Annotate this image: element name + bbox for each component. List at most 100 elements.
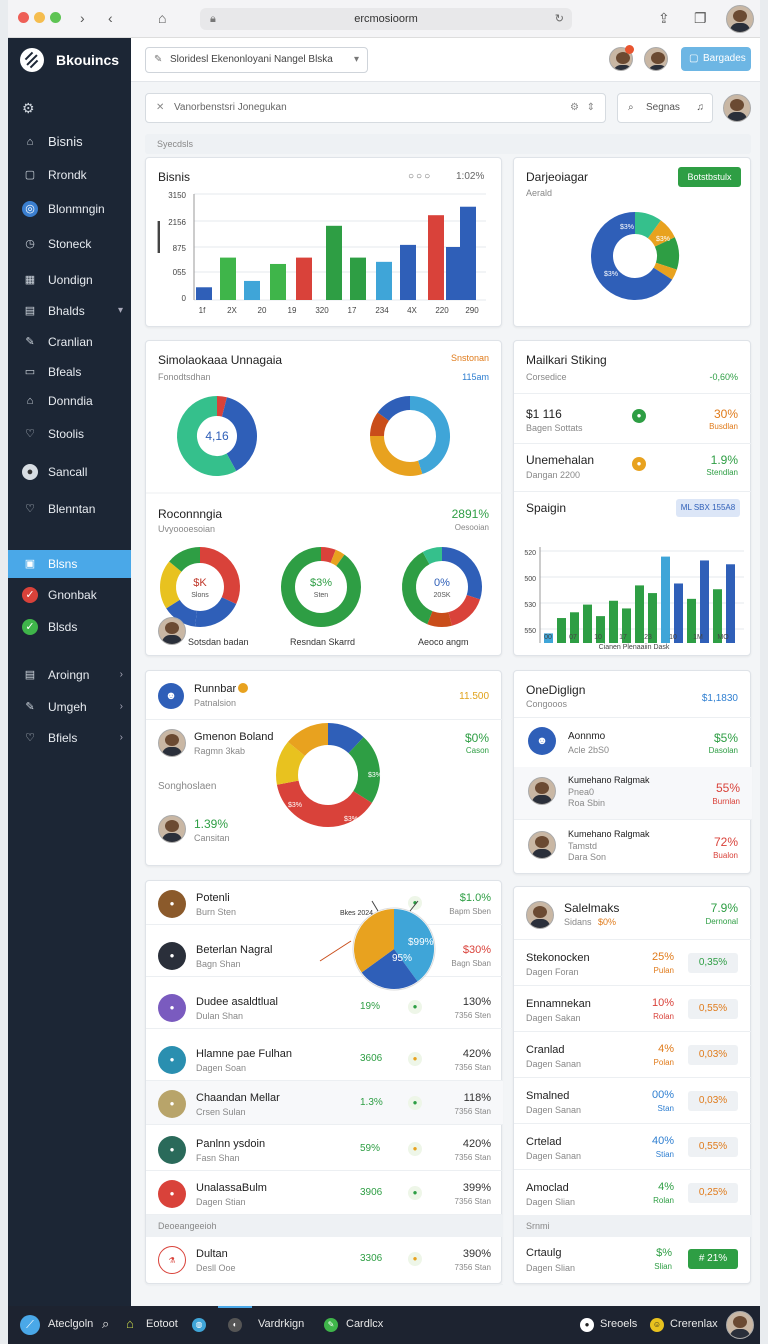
primary-action-button[interactable]: ▢ Bargades [681,47,751,71]
list-item[interactable]: Ennamnekan Dagen Sakan 10% Rolan 0,55% [514,985,752,1031]
list-item[interactable]: ● Potenli Burn Sten ● $1.0% Bapm Sben [146,881,503,925]
list-item[interactable]: ● Panlnn ysdoin Fasn Shan 59% ● 420% 735… [146,1127,503,1171]
forward-icon[interactable]: › [80,10,85,26]
sidebar-item-gnonbak[interactable]: ✓ Gnonbak [8,581,131,609]
home-icon[interactable]: ⌂ [158,10,167,26]
user-avatar-2[interactable] [644,47,668,71]
action-button[interactable]: Botstbstulx [678,167,741,187]
filter-badge[interactable]: ML SBX 155A8 [676,499,740,517]
sidebar-item-bfiels[interactable]: ♡ Bfiels › [8,724,131,752]
row-name: Beterlan Nagral [196,944,273,956]
row-name: Crtelad [526,1136,562,1148]
list-item[interactable]: ● Chaandan Mellar Crsen Sulan 1.3% ● 118… [146,1081,503,1125]
row-name: Kumehano Ralgmak [568,775,650,785]
tabs-icon[interactable]: ❐ [694,10,707,26]
card-value: $1,1830 [701,693,738,704]
sidebar-item-blsns[interactable]: ▣ Blsns [8,550,131,578]
close-icon[interactable]: ✕ [156,102,165,113]
share-icon[interactable]: ⇪ [658,10,670,26]
start-logo-icon[interactable]: ⟋ [20,1315,40,1335]
list-item[interactable]: ⚗ Dultan Desll Ooe 3306 ● 390% 7356 Stan [146,1237,503,1285]
account-avatar[interactable] [723,94,751,122]
list-item[interactable]: Crtelad Dagen Sanan 40% Stian 0,55% [514,1123,752,1169]
sun-icon[interactable]: ☺ [650,1318,664,1332]
card-title: Darjeoiagar [526,170,589,184]
donut-center-sub: 20SK [433,592,450,599]
app-icon[interactable]: ◐ [228,1318,242,1332]
chevron-down-icon: ▾ [353,54,359,65]
list-item[interactable]: Kumehano Ralgmak Pnea0 Roa Sbin 55% Burn… [514,767,752,819]
row-action-button[interactable]: 0,03% [688,1091,738,1111]
row-percent: 118% [463,1092,491,1104]
card-link[interactable]: Snstonan [450,353,489,363]
sidebar-item-blsds[interactable]: ✓ Blsds [8,613,131,641]
back-icon[interactable]: ‹ [108,10,113,26]
workspace-dropdown[interactable]: ✎ Sloridesl Ekenonloyani Nangel Blska ▾ [145,47,368,73]
view-toggle-icons[interactable]: ○○○ [408,171,433,182]
taskbar-user-avatar[interactable] [726,1311,754,1339]
row-icon: ● [158,942,186,970]
edit-icon[interactable]: ✎ [324,1318,338,1332]
right-list-card: Salelmaks Sidans $0% 7.9% Dernonal Steko… [513,886,752,1284]
list-item[interactable]: ● Beterlan Nagral Bagn Shan ● $30% Bagn … [146,933,503,977]
taskbar-item[interactable]: Eotoot [146,1318,178,1330]
browser-profile-avatar[interactable] [726,5,754,33]
divider [146,719,503,720]
sidebar-item-cranlian[interactable]: ✎ Cranlian [8,328,131,356]
sidebar-item-aroingn[interactable]: ▤ Aroingn › [8,661,131,689]
list-item[interactable]: Amoclad Dagen Slian 4% Rolan 0,25% [514,1169,752,1215]
bluetooth-icon[interactable]: ● [580,1318,594,1332]
settings-gear-icon[interactable]: ⚙ [22,100,35,116]
globe-icon[interactable]: ◍ [192,1318,206,1332]
row-action-button[interactable]: 0,35% [688,953,738,973]
taskbar-item[interactable]: Vardrkign [258,1318,305,1330]
address-bar[interactable]: 🔒︎ ercmosioorm ↻ [200,8,572,30]
taskbar-search-label[interactable]: Ateclgoln [48,1318,94,1330]
x-tick-label: 4X [407,306,417,315]
sidebar-item-blonmngin[interactable]: ◎ Blonmngin [8,195,131,223]
bell-icon[interactable]: ♫ [696,102,705,113]
row-sub: Pnea0 [568,787,595,797]
list-item[interactable]: Cranlad Dagen Sanan 4% Polan 0,03% [514,1031,752,1077]
sidebar-item-stoneck[interactable]: ◷ Stoneck [8,230,131,258]
row-percent-sub: Stendlan [706,468,738,477]
sidebar-item-bfeals[interactable]: ▭ Bfeals [8,358,131,386]
row-action-button[interactable]: 0,03% [688,1045,738,1065]
list-item[interactable]: Stekonocken Dagen Foran 25% Pulan 0,35% [514,939,752,985]
row-action-button[interactable]: 0,55% [688,999,738,1019]
list-item[interactable]: ● Dudee asaldtlual Dulan Shan 19% ● 130%… [146,985,503,1029]
search-input[interactable]: ⌕ Segnas ♫ [617,93,713,123]
donut-slice [427,611,452,627]
donut-slice [320,547,336,563]
taskbar-item[interactable]: Cardlcx [346,1318,384,1330]
taskbar-item[interactable]: Crerenlax [670,1318,718,1330]
sidebar-item-umgeh[interactable]: ✎ Umgeh › [8,693,131,721]
bar [244,280,260,300]
settings-icon[interactable]: ⚙ [570,102,579,113]
sidebar-item-uondign[interactable]: ▦ Uondign [8,266,131,294]
list-item[interactable]: Smalned Dagen Sanan 00% Stan 0,03% [514,1077,752,1123]
close-window-button[interactable] [18,12,29,23]
folder-icon[interactable]: ⌂ [126,1316,134,1331]
row-action-button[interactable]: 0,55% [688,1137,738,1157]
sidebar-item-bisnis[interactable]: ⌂ Bisnis [8,128,131,156]
filter-input[interactable]: ✕ Vanorbenstsri Jonegukan ⚙ ⇕ [145,93,606,123]
sort-icon[interactable]: ⇕ [586,102,595,113]
search-icon[interactable]: ⌕ [102,1316,110,1331]
grid-icon: ▤ [24,305,36,317]
sidebar-item-blenntan[interactable]: ♡ Blenntan [8,495,131,523]
minimize-window-button[interactable] [34,12,45,23]
sidebar-item-rrondk[interactable]: ▢ Rrondk [8,161,131,189]
list-item[interactable]: ● UnalassaBulm Dagen Stian 3906 ● 399% 7… [146,1171,503,1215]
sidebar-item-stoolis[interactable]: ♡ Stoolis [8,420,131,448]
reload-icon[interactable]: ↻ [554,13,564,25]
maximize-window-button[interactable] [50,12,61,23]
sidebar-item-donndia[interactable]: ⌂ Donndia [8,387,131,415]
taskbar-item[interactable]: Sreoels [600,1318,638,1330]
sidebar-item-sancall[interactable]: ● Sancall [8,458,131,486]
list-item[interactable]: ● Hlamne pae Fulhan Dagen Soan 3606 ● 42… [146,1037,503,1081]
sidebar-item-bhalds[interactable]: ▤ Bhalds ▾ [8,297,131,325]
row-action-button[interactable]: 0,25% [688,1183,738,1203]
row-action-button[interactable]: # 21% [688,1249,738,1269]
divider [514,393,752,394]
